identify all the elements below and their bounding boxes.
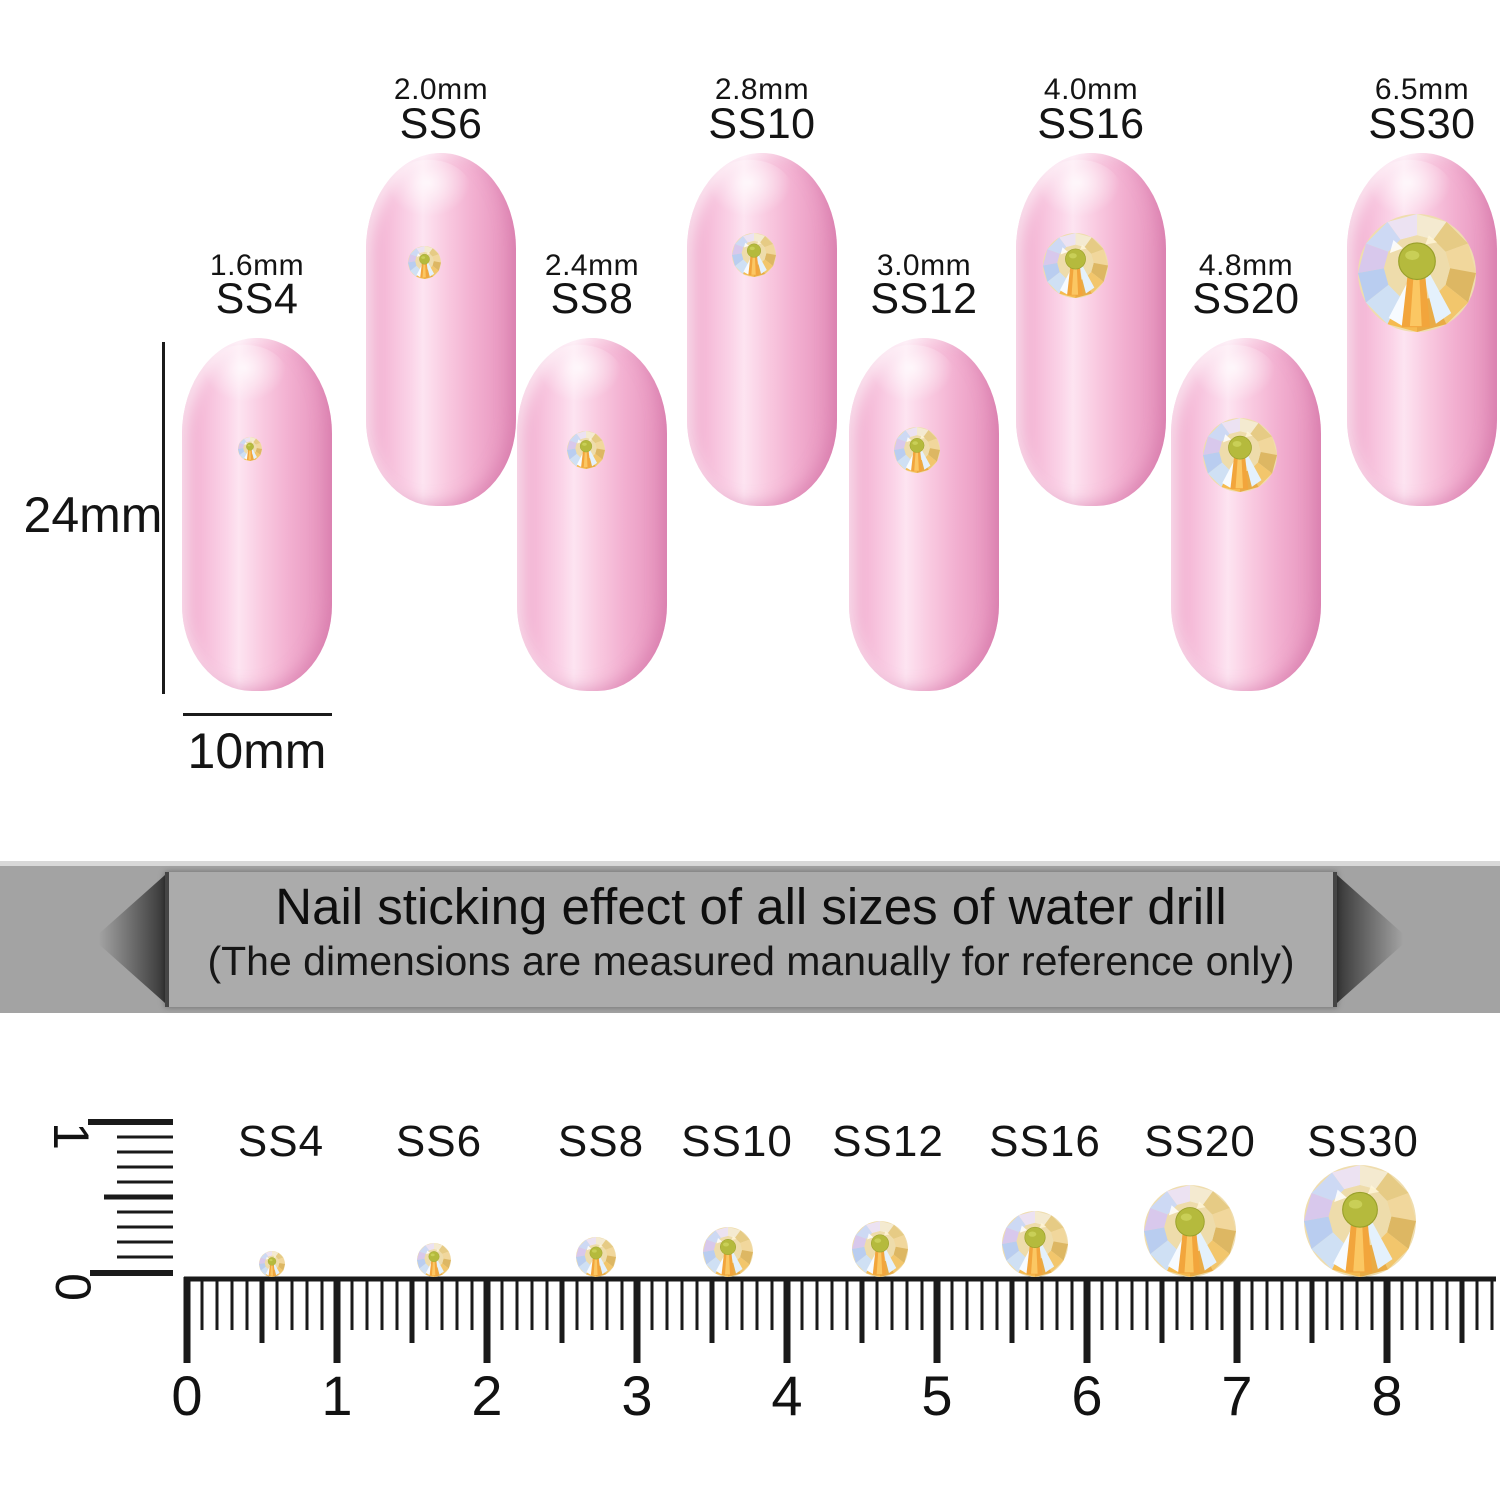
banner-ribbon: Nail sticking effect of all sizes of wat… bbox=[165, 872, 1337, 1007]
rhinestone-ss4-on-ruler bbox=[259, 1251, 285, 1277]
ruler-label-ss4: SS4 bbox=[237, 1117, 325, 1166]
size-label-ss20: SS20 bbox=[1192, 275, 1300, 323]
mm-label-ss12: 3.0mm bbox=[876, 249, 972, 282]
rhinestone-ss30-on-ruler bbox=[1304, 1165, 1416, 1277]
mm-label-ss10: 2.8mm bbox=[714, 73, 810, 106]
nail-ss8 bbox=[517, 338, 667, 691]
size-label-ss12: SS12 bbox=[870, 275, 978, 323]
size-label-ss16: SS16 bbox=[1037, 100, 1145, 148]
rhinestone-ss20-on-ruler bbox=[1144, 1185, 1236, 1277]
ruler-label-ss30: SS30 bbox=[1307, 1117, 1419, 1166]
rhinestone-ss10-on-ruler bbox=[703, 1227, 753, 1277]
rhinestone-ss6-on-ruler bbox=[417, 1243, 451, 1277]
size-label-ss30: SS30 bbox=[1368, 100, 1476, 148]
ruler-label-ss6: SS6 bbox=[395, 1117, 483, 1166]
size-label-ss10: SS10 bbox=[708, 100, 816, 148]
size-label-ss6: SS6 bbox=[399, 100, 483, 148]
mm-label-ss20: 4.8mm bbox=[1198, 249, 1294, 282]
nail-length-line bbox=[162, 342, 165, 694]
h-ruler-number-4: 4 bbox=[771, 1364, 802, 1427]
ruler-label-ss10: SS10 bbox=[681, 1117, 793, 1166]
rhinestone-facets bbox=[852, 1221, 908, 1277]
h-ruler-number-0: 0 bbox=[171, 1364, 202, 1427]
nail-ss6 bbox=[366, 153, 516, 506]
rhinestone-facets bbox=[703, 1227, 753, 1277]
size-label-ss8: SS8 bbox=[550, 275, 634, 323]
nail-ss20 bbox=[1171, 338, 1321, 691]
h-ruler-number-1: 1 bbox=[321, 1364, 352, 1427]
nail-width-line bbox=[183, 713, 332, 716]
nail-ss30 bbox=[1347, 153, 1497, 506]
v-ruler-number-0: 0 bbox=[45, 1273, 101, 1301]
nail-ss16 bbox=[1016, 153, 1166, 506]
rhinestone-facets bbox=[259, 1251, 285, 1277]
ruler-label-ss8: SS8 bbox=[557, 1117, 645, 1166]
mm-label-ss30: 6.5mm bbox=[1374, 73, 1470, 106]
nail-ss4 bbox=[182, 338, 332, 691]
ruler-label-ss16: SS16 bbox=[989, 1117, 1101, 1166]
h-ruler-number-6: 6 bbox=[1071, 1364, 1102, 1427]
mm-label-ss4: 1.6mm bbox=[209, 249, 305, 282]
nail-width-label: 10mm bbox=[187, 723, 327, 779]
h-ruler-number-7: 7 bbox=[1221, 1364, 1252, 1427]
banner-title: Nail sticking effect of all sizes of wat… bbox=[275, 878, 1227, 935]
h-ruler-number-5: 5 bbox=[921, 1364, 952, 1427]
nail-ss12 bbox=[849, 338, 999, 691]
ruler-label-ss20: SS20 bbox=[1144, 1117, 1256, 1166]
rhinestone-ss12-on-ruler bbox=[852, 1221, 908, 1277]
h-ruler-number-2: 2 bbox=[471, 1364, 502, 1427]
rhinestone-facets bbox=[1002, 1211, 1068, 1277]
banner: Nail sticking effect of all sizes of wat… bbox=[0, 861, 1500, 1013]
banner-subtitle: (The dimensions are measured manually fo… bbox=[207, 938, 1295, 984]
rhinestone-ss8-on-ruler bbox=[576, 1237, 616, 1277]
nail-ss10 bbox=[687, 153, 837, 506]
rhinestone-ss16-on-ruler bbox=[1002, 1211, 1068, 1277]
mm-label-ss6: 2.0mm bbox=[393, 73, 489, 106]
h-ruler-number-3: 3 bbox=[621, 1364, 652, 1427]
rhinestone-facets bbox=[1144, 1185, 1236, 1277]
v-ruler-number-1: 1 bbox=[43, 1122, 99, 1150]
rhinestone-facets bbox=[417, 1243, 451, 1277]
ruler-label-ss12: SS12 bbox=[832, 1117, 944, 1166]
size-label-ss4: SS4 bbox=[215, 275, 299, 323]
rhinestone-facets bbox=[576, 1237, 616, 1277]
mm-label-ss16: 4.0mm bbox=[1043, 73, 1139, 106]
h-ruler-number-8: 8 bbox=[1371, 1364, 1402, 1427]
mm-label-ss8: 2.4mm bbox=[544, 249, 640, 282]
rhinestone-facets bbox=[1304, 1165, 1416, 1277]
nail-length-label: 24mm bbox=[23, 487, 163, 543]
